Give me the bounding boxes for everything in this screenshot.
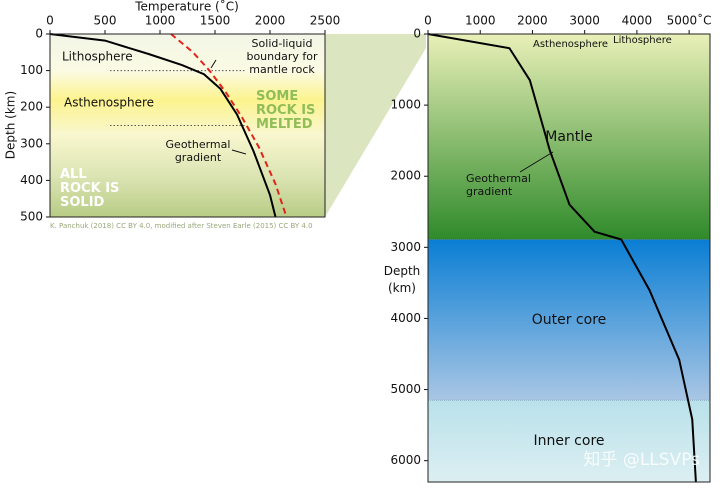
data-line <box>49 33 277 218</box>
y-axis-title: Depth (km) <box>383 264 421 295</box>
plot-frame <box>427 33 711 483</box>
y-tick-label: 1000 <box>390 98 421 112</box>
watermark: 知乎 @LLSVPs <box>583 450 700 470</box>
x-tick-label: 0 <box>46 14 54 28</box>
data-line <box>170 33 288 218</box>
annotation: Geothermal gradient <box>466 172 531 198</box>
region-label: Lithosphere <box>62 50 133 64</box>
x-tick-label: 0 <box>424 14 432 28</box>
x-tick-label: 2000 <box>255 14 286 28</box>
annotation-pointer <box>210 59 217 69</box>
y-tick-label: 3000 <box>390 240 421 254</box>
layer-label: Mantle <box>545 129 593 145</box>
region-label: Lithosphere <box>613 35 672 46</box>
y-tick-label: 0 <box>413 27 421 41</box>
x-tick-label: 1000 <box>145 14 176 28</box>
x-tick-label: 2500 <box>310 14 341 28</box>
annotation: Solid-liquid boundary for mantle rock <box>246 37 318 76</box>
y-axis-title: Depth (km) <box>4 91 18 159</box>
layer-label: Outer core <box>532 312 607 328</box>
plot-frame <box>49 33 326 218</box>
x-tick-label: 5000˚C <box>667 13 712 28</box>
region-label: SOME ROCK IS MELTED <box>256 89 316 132</box>
x-tick-label: 3000 <box>569 14 600 28</box>
y-tick-label: 6000 <box>390 453 421 467</box>
y-tick-label: 2000 <box>390 169 421 183</box>
region-label: Asthenosphere <box>533 39 608 50</box>
y-tick-label: 4000 <box>390 311 421 325</box>
region-label: Asthenosphere <box>64 96 154 110</box>
zoom-connector <box>325 34 426 217</box>
y-tick-label: 100 <box>20 63 43 77</box>
x-tick-label: 1000 <box>465 14 496 28</box>
credit: K. Panchuk (2018) CC BY 4.0, modified af… <box>50 222 313 230</box>
y-tick-label: 200 <box>20 100 43 114</box>
y-tick-label: 5000 <box>390 382 421 396</box>
y-tick-label: 300 <box>20 136 43 150</box>
x-tick-label: 2000 <box>517 14 548 28</box>
region-label: ALL ROCK IS SOLID <box>60 167 120 210</box>
layer-label: Inner core <box>533 433 604 449</box>
x-axis-title: Temperature (˚C) <box>134 0 239 14</box>
data-line <box>427 33 697 483</box>
annotation-pointer <box>231 149 247 155</box>
y-tick-label: 500 <box>20 210 43 224</box>
layer <box>428 400 710 482</box>
y-tick-label: 0 <box>35 27 43 41</box>
x-tick-label: 500 <box>94 14 117 28</box>
annotation: Geothermal gradient <box>165 138 231 164</box>
annotation-pointer <box>519 151 554 173</box>
x-tick-label: 4000 <box>622 14 653 28</box>
y-tick-label: 400 <box>20 173 43 187</box>
x-tick-label: 1500 <box>200 14 231 28</box>
